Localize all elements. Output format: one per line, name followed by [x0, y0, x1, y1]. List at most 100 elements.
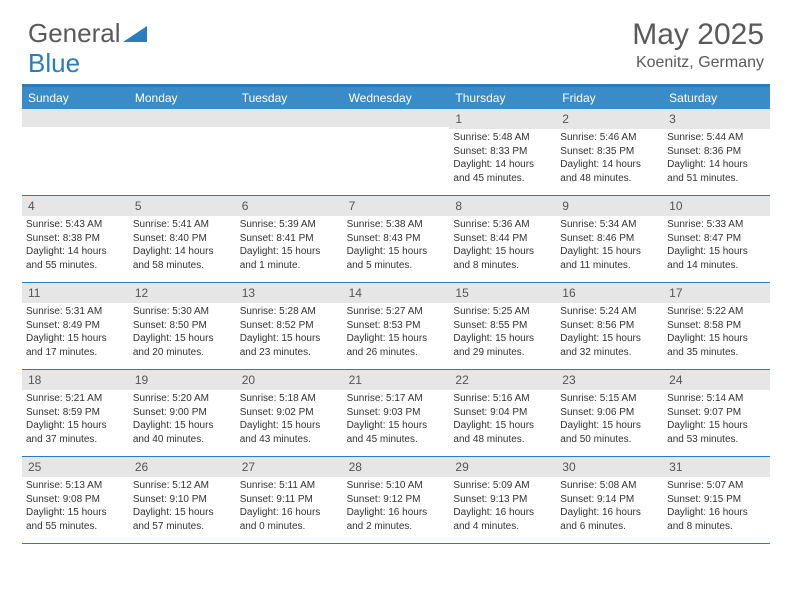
- sunrise-text: Sunrise: 5:21 AM: [26, 392, 125, 406]
- weekday-header: Tuesday: [236, 87, 343, 109]
- day-number: 23: [556, 370, 663, 390]
- logo-text-2: Blue: [28, 48, 80, 79]
- day-cell: 15Sunrise: 5:25 AMSunset: 8:55 PMDayligh…: [449, 283, 556, 369]
- daylight-text: Daylight: 15 hours and 32 minutes.: [560, 332, 659, 359]
- sunrise-text: Sunrise: 5:08 AM: [560, 479, 659, 493]
- sunrise-text: Sunrise: 5:38 AM: [347, 218, 446, 232]
- sunset-text: Sunset: 8:40 PM: [133, 232, 232, 246]
- day-cell: [236, 109, 343, 195]
- day-number: 19: [129, 370, 236, 390]
- sunset-text: Sunset: 9:11 PM: [240, 493, 339, 507]
- sunset-text: Sunset: 9:07 PM: [667, 406, 766, 420]
- day-details: Sunrise: 5:41 AMSunset: 8:40 PMDaylight:…: [129, 216, 236, 276]
- weekday-header: Wednesday: [343, 87, 450, 109]
- sunset-text: Sunset: 8:50 PM: [133, 319, 232, 333]
- sunset-text: Sunset: 8:36 PM: [667, 145, 766, 159]
- logo-icon: [123, 24, 149, 44]
- day-details: Sunrise: 5:39 AMSunset: 8:41 PMDaylight:…: [236, 216, 343, 276]
- day-number: 24: [663, 370, 770, 390]
- daylight-text: Daylight: 15 hours and 29 minutes.: [453, 332, 552, 359]
- daylight-text: Daylight: 15 hours and 57 minutes.: [133, 506, 232, 533]
- day-details: Sunrise: 5:27 AMSunset: 8:53 PMDaylight:…: [343, 303, 450, 363]
- day-number: 12: [129, 283, 236, 303]
- day-cell: 4Sunrise: 5:43 AMSunset: 8:38 PMDaylight…: [22, 196, 129, 282]
- day-number: 14: [343, 283, 450, 303]
- sunset-text: Sunset: 8:53 PM: [347, 319, 446, 333]
- sunset-text: Sunset: 9:10 PM: [133, 493, 232, 507]
- day-details: Sunrise: 5:10 AMSunset: 9:12 PMDaylight:…: [343, 477, 450, 537]
- daylight-text: Daylight: 15 hours and 5 minutes.: [347, 245, 446, 272]
- sunset-text: Sunset: 9:08 PM: [26, 493, 125, 507]
- day-details: Sunrise: 5:34 AMSunset: 8:46 PMDaylight:…: [556, 216, 663, 276]
- day-cell: 1Sunrise: 5:48 AMSunset: 8:33 PMDaylight…: [449, 109, 556, 195]
- daylight-text: Daylight: 14 hours and 48 minutes.: [560, 158, 659, 185]
- sunset-text: Sunset: 8:33 PM: [453, 145, 552, 159]
- daylight-text: Daylight: 15 hours and 1 minute.: [240, 245, 339, 272]
- day-cell: 22Sunrise: 5:16 AMSunset: 9:04 PMDayligh…: [449, 370, 556, 456]
- day-number: [236, 109, 343, 127]
- sunset-text: Sunset: 8:35 PM: [560, 145, 659, 159]
- day-details: Sunrise: 5:20 AMSunset: 9:00 PMDaylight:…: [129, 390, 236, 450]
- sunrise-text: Sunrise: 5:46 AM: [560, 131, 659, 145]
- sunrise-text: Sunrise: 5:24 AM: [560, 305, 659, 319]
- week-row: 11Sunrise: 5:31 AMSunset: 8:49 PMDayligh…: [22, 283, 770, 370]
- daylight-text: Daylight: 15 hours and 45 minutes.: [347, 419, 446, 446]
- day-cell: [22, 109, 129, 195]
- day-details: Sunrise: 5:38 AMSunset: 8:43 PMDaylight:…: [343, 216, 450, 276]
- day-number: 2: [556, 109, 663, 129]
- sunset-text: Sunset: 9:15 PM: [667, 493, 766, 507]
- sunset-text: Sunset: 8:58 PM: [667, 319, 766, 333]
- sunset-text: Sunset: 8:56 PM: [560, 319, 659, 333]
- day-details: Sunrise: 5:33 AMSunset: 8:47 PMDaylight:…: [663, 216, 770, 276]
- day-number: 3: [663, 109, 770, 129]
- sunrise-text: Sunrise: 5:33 AM: [667, 218, 766, 232]
- day-details: Sunrise: 5:21 AMSunset: 8:59 PMDaylight:…: [22, 390, 129, 450]
- day-cell: 30Sunrise: 5:08 AMSunset: 9:14 PMDayligh…: [556, 457, 663, 543]
- daylight-text: Daylight: 15 hours and 26 minutes.: [347, 332, 446, 359]
- day-cell: 8Sunrise: 5:36 AMSunset: 8:44 PMDaylight…: [449, 196, 556, 282]
- day-details: Sunrise: 5:08 AMSunset: 9:14 PMDaylight:…: [556, 477, 663, 537]
- sunrise-text: Sunrise: 5:34 AM: [560, 218, 659, 232]
- day-cell: 17Sunrise: 5:22 AMSunset: 8:58 PMDayligh…: [663, 283, 770, 369]
- sunrise-text: Sunrise: 5:12 AM: [133, 479, 232, 493]
- day-number: 17: [663, 283, 770, 303]
- sunrise-text: Sunrise: 5:10 AM: [347, 479, 446, 493]
- day-number: 28: [343, 457, 450, 477]
- daylight-text: Daylight: 14 hours and 51 minutes.: [667, 158, 766, 185]
- sunrise-text: Sunrise: 5:07 AM: [667, 479, 766, 493]
- day-number: 1: [449, 109, 556, 129]
- day-cell: 25Sunrise: 5:13 AMSunset: 9:08 PMDayligh…: [22, 457, 129, 543]
- daylight-text: Daylight: 15 hours and 53 minutes.: [667, 419, 766, 446]
- day-details: Sunrise: 5:22 AMSunset: 8:58 PMDaylight:…: [663, 303, 770, 363]
- sunset-text: Sunset: 8:55 PM: [453, 319, 552, 333]
- day-details: Sunrise: 5:09 AMSunset: 9:13 PMDaylight:…: [449, 477, 556, 537]
- daylight-text: Daylight: 15 hours and 11 minutes.: [560, 245, 659, 272]
- day-cell: 7Sunrise: 5:38 AMSunset: 8:43 PMDaylight…: [343, 196, 450, 282]
- day-details: Sunrise: 5:30 AMSunset: 8:50 PMDaylight:…: [129, 303, 236, 363]
- day-details: Sunrise: 5:18 AMSunset: 9:02 PMDaylight:…: [236, 390, 343, 450]
- day-number: [129, 109, 236, 127]
- day-cell: 3Sunrise: 5:44 AMSunset: 8:36 PMDaylight…: [663, 109, 770, 195]
- day-cell: 27Sunrise: 5:11 AMSunset: 9:11 PMDayligh…: [236, 457, 343, 543]
- logo-text-1: General: [28, 18, 121, 49]
- daylight-text: Daylight: 16 hours and 6 minutes.: [560, 506, 659, 533]
- sunset-text: Sunset: 9:02 PM: [240, 406, 339, 420]
- daylight-text: Daylight: 15 hours and 55 minutes.: [26, 506, 125, 533]
- daylight-text: Daylight: 15 hours and 43 minutes.: [240, 419, 339, 446]
- page-title: May 2025: [632, 18, 764, 52]
- day-number: [343, 109, 450, 127]
- day-number: 11: [22, 283, 129, 303]
- logo: General: [28, 18, 149, 49]
- day-cell: 6Sunrise: 5:39 AMSunset: 8:41 PMDaylight…: [236, 196, 343, 282]
- day-details: Sunrise: 5:13 AMSunset: 9:08 PMDaylight:…: [22, 477, 129, 537]
- sunrise-text: Sunrise: 5:09 AM: [453, 479, 552, 493]
- weekday-header: Saturday: [663, 87, 770, 109]
- daylight-text: Daylight: 15 hours and 35 minutes.: [667, 332, 766, 359]
- daylight-text: Daylight: 15 hours and 14 minutes.: [667, 245, 766, 272]
- sunrise-text: Sunrise: 5:15 AM: [560, 392, 659, 406]
- daylight-text: Daylight: 15 hours and 17 minutes.: [26, 332, 125, 359]
- sunrise-text: Sunrise: 5:39 AM: [240, 218, 339, 232]
- sunset-text: Sunset: 8:41 PM: [240, 232, 339, 246]
- sunrise-text: Sunrise: 5:41 AM: [133, 218, 232, 232]
- sunrise-text: Sunrise: 5:13 AM: [26, 479, 125, 493]
